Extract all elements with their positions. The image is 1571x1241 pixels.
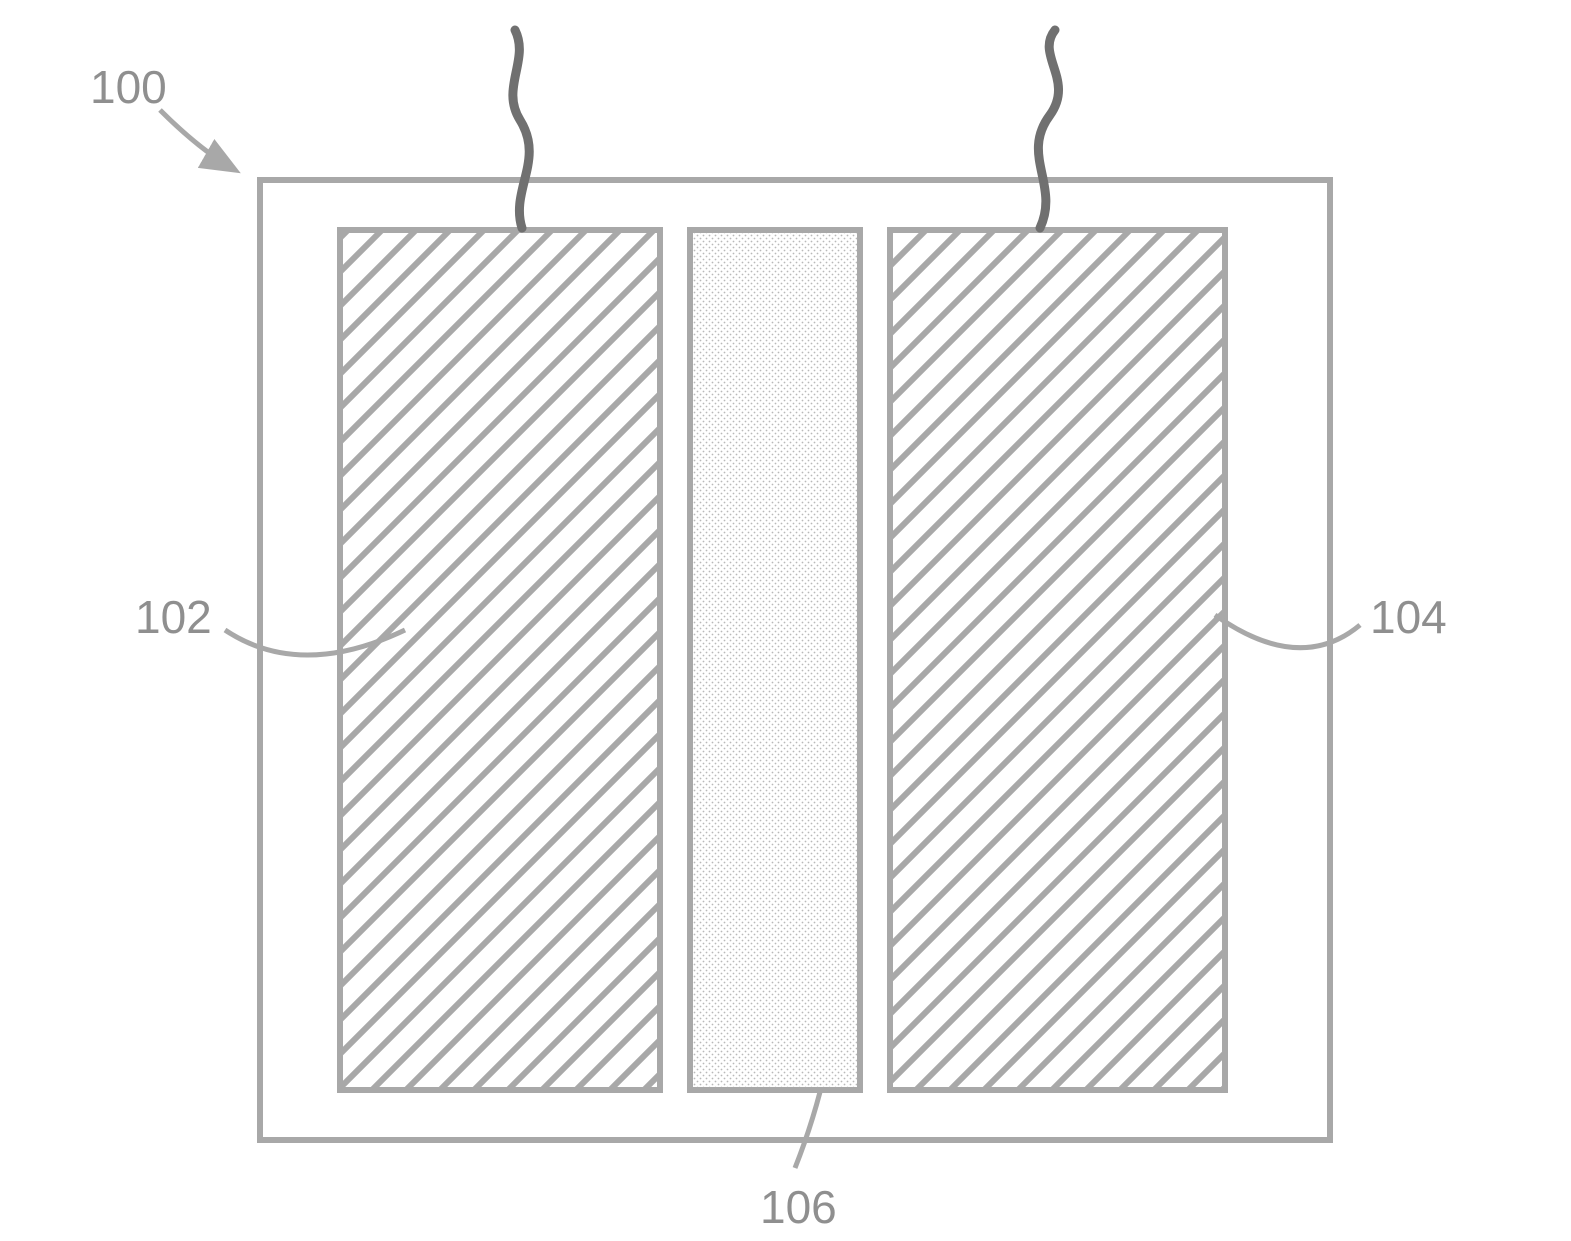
wire-left <box>513 30 529 228</box>
wire-right <box>1038 30 1058 228</box>
leader-right <box>1215 615 1360 648</box>
separator <box>690 230 860 1090</box>
label-left-electrode: 102 <box>135 590 212 644</box>
diagram-canvas: 100 102 104 106 <box>0 0 1571 1241</box>
left-electrode <box>340 230 660 1090</box>
right-electrode <box>890 230 1225 1090</box>
leader-fig-id <box>160 110 235 170</box>
label-separator: 106 <box>760 1180 837 1234</box>
label-right-electrode: 104 <box>1370 590 1447 644</box>
label-fig-id: 100 <box>90 60 167 114</box>
diagram-svg <box>0 0 1571 1241</box>
leader-bottom <box>795 1092 820 1168</box>
